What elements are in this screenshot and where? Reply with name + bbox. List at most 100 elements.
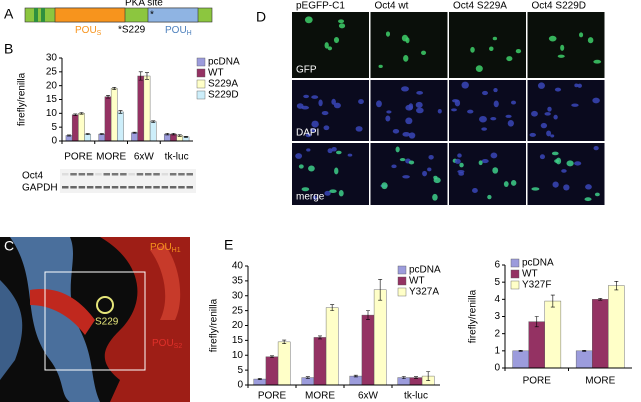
protein-helix [30, 289, 95, 335]
cell [432, 193, 438, 201]
error-bar [330, 304, 335, 311]
micrograph [527, 143, 605, 205]
bar [325, 307, 339, 386]
cell [540, 122, 548, 129]
cell [358, 99, 364, 105]
residue [96, 296, 114, 314]
pou-h1-label: POUH1 [150, 242, 181, 254]
cell [475, 65, 483, 73]
cell [506, 56, 513, 62]
bar [149, 121, 157, 142]
cell [305, 133, 312, 138]
band [136, 186, 144, 189]
error-bar [112, 87, 117, 90]
x-tick-label: 6xW [134, 152, 155, 163]
y-tick-label: 6 [494, 260, 500, 271]
band [128, 186, 135, 189]
cell [416, 107, 424, 114]
cell [511, 100, 517, 105]
cell [577, 83, 582, 88]
x-tick-label: MORE [585, 376, 615, 387]
cell [306, 148, 311, 152]
legend-swatch [510, 280, 520, 290]
error-bar [79, 112, 84, 115]
legend-label: Y327F [522, 280, 551, 291]
band [70, 173, 77, 176]
bar [512, 350, 529, 369]
cell [492, 36, 498, 41]
cell [481, 127, 488, 131]
cell [515, 48, 522, 54]
bar [71, 114, 79, 142]
band [161, 173, 169, 176]
micrograph [527, 80, 605, 141]
legend-swatch [196, 79, 206, 89]
error-bar [73, 113, 78, 116]
bar [131, 132, 138, 142]
error-bar [305, 376, 310, 379]
bar [277, 341, 291, 386]
error-bar [270, 355, 274, 358]
y-axis-label: firefly/renilla [468, 289, 479, 343]
cell [507, 119, 514, 127]
cell [422, 170, 428, 177]
panel-letter: A [4, 6, 14, 22]
cell [547, 106, 552, 112]
cell [529, 132, 536, 137]
y-tick-label: 1 [494, 345, 500, 356]
label-main: POU [152, 338, 174, 349]
cell [308, 165, 315, 172]
error-bar [318, 335, 322, 340]
error-bar [106, 95, 111, 99]
cell [479, 115, 487, 123]
y-axis-label: firefly/renilla [209, 298, 220, 352]
legend-swatch [196, 90, 206, 100]
band [78, 186, 86, 189]
cell [459, 162, 464, 168]
cell [311, 120, 319, 128]
legend-swatch [397, 287, 407, 297]
cell [395, 146, 400, 153]
label-sub: H1 [172, 247, 181, 254]
bar [592, 299, 609, 369]
bar [544, 300, 562, 369]
error-bar [171, 132, 176, 136]
band [169, 186, 177, 189]
blot-bands [62, 173, 193, 189]
y-tick-label: 30 [46, 53, 58, 64]
cell [531, 187, 540, 191]
blot-label: GAPDH [22, 183, 58, 194]
cell [321, 111, 329, 116]
band [111, 173, 119, 176]
y-tick-label: 5 [51, 122, 57, 133]
bar [373, 289, 387, 386]
legend-swatch [510, 258, 520, 268]
error-bar [414, 376, 418, 379]
bar [84, 133, 92, 142]
column-label: Oct4 S229A [453, 1, 507, 12]
legend-swatch [510, 269, 520, 279]
label-main: POU [150, 242, 172, 253]
cell [331, 98, 336, 105]
cell [490, 152, 498, 159]
cell [298, 164, 304, 169]
cell [329, 189, 337, 193]
cell [492, 167, 499, 174]
cell [550, 134, 555, 138]
cell [531, 110, 538, 117]
bar [143, 75, 151, 142]
cell [311, 95, 319, 99]
cell [437, 108, 442, 114]
error-bar [99, 133, 104, 135]
cell [593, 59, 602, 64]
cell [355, 126, 363, 132]
panel-d: D pEGFP-C1 Oct4 wt Oct4 S229A Oct4 S229D GFP… [256, 1, 605, 205]
cell [338, 23, 346, 29]
cell [585, 184, 592, 190]
cell [552, 181, 559, 188]
cell [454, 158, 461, 164]
band [128, 173, 135, 176]
x-tick-label: MORE [305, 391, 335, 402]
cell [376, 100, 382, 108]
cell [539, 154, 545, 160]
